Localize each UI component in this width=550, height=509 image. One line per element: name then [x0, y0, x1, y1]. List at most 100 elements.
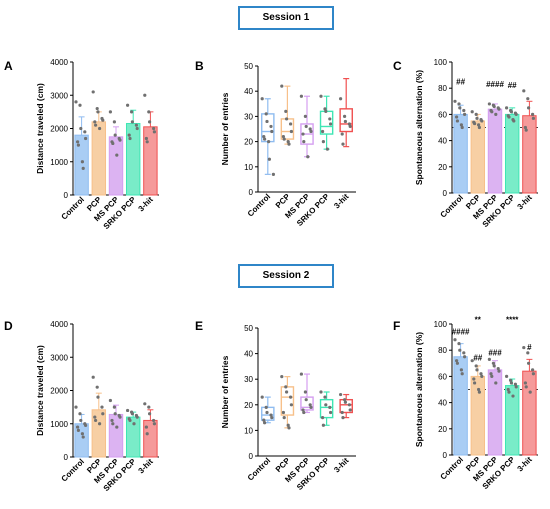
data-point	[284, 385, 288, 389]
y-axis-label: Spontaneous alternation (%)	[414, 70, 424, 185]
data-point	[80, 160, 84, 164]
data-point	[144, 425, 148, 429]
data-point	[463, 355, 467, 359]
data-point	[302, 410, 306, 415]
y-tick-label: 60	[438, 372, 447, 381]
bar	[74, 423, 89, 458]
data-point	[282, 416, 286, 420]
data-point	[325, 147, 329, 151]
data-point	[265, 119, 269, 124]
data-point	[324, 109, 328, 113]
y-tick-label: 0	[443, 189, 448, 198]
data-point	[340, 410, 344, 415]
bar	[91, 121, 107, 196]
data-point	[115, 153, 119, 157]
data-point	[281, 410, 285, 415]
data-point	[475, 368, 479, 372]
y-tick-label: 100	[434, 58, 448, 67]
bar	[504, 113, 520, 194]
data-point	[524, 128, 528, 132]
bar	[74, 134, 89, 196]
y-tick-label: 20	[438, 425, 447, 434]
data-point	[282, 137, 286, 141]
y-tick-label: 1000	[50, 158, 68, 167]
data-point	[144, 136, 148, 141]
data-point	[302, 140, 306, 144]
significance-mark: ****	[506, 316, 519, 325]
data-point	[455, 359, 459, 363]
data-point	[289, 395, 293, 399]
y-tick-label: 30	[244, 375, 253, 384]
data-point	[118, 138, 122, 142]
data-point	[304, 124, 308, 129]
data-point	[264, 112, 268, 116]
data-point	[477, 123, 481, 127]
data-point	[531, 368, 535, 372]
data-point	[127, 133, 131, 137]
data-point	[126, 408, 130, 413]
data-point	[453, 338, 457, 342]
data-point	[348, 124, 352, 129]
data-point	[130, 110, 134, 114]
data-point	[480, 374, 484, 378]
y-tick-label: 2000	[50, 125, 68, 134]
data-point	[76, 425, 80, 429]
data-point	[319, 390, 323, 394]
data-point	[474, 112, 478, 116]
data-point	[91, 90, 95, 94]
data-point	[263, 421, 267, 425]
data-point	[459, 368, 463, 372]
data-point	[76, 428, 80, 432]
data-point	[78, 412, 82, 416]
data-point	[343, 119, 347, 124]
data-point	[321, 423, 325, 427]
data-point	[343, 114, 347, 118]
data-point	[301, 408, 305, 412]
data-point	[341, 416, 345, 420]
y-tick-label: 50	[244, 324, 253, 333]
data-point	[472, 377, 476, 381]
data-point	[492, 104, 496, 109]
y-tick-label: 20	[438, 163, 447, 172]
data-point	[474, 364, 478, 368]
significance-mark: #	[527, 343, 532, 352]
data-point	[76, 140, 80, 144]
data-point	[289, 122, 293, 126]
data-point	[492, 364, 496, 368]
data-point	[96, 110, 100, 114]
data-point	[462, 351, 466, 355]
data-point	[267, 140, 271, 144]
panel-letter: E	[195, 319, 203, 333]
data-point	[152, 422, 156, 426]
data-point	[267, 157, 271, 161]
y-tick-label: 30	[244, 112, 253, 121]
data-point	[148, 120, 152, 124]
data-point	[479, 372, 483, 376]
session-1-label: Session 1	[238, 6, 334, 30]
data-point	[514, 385, 518, 389]
y-axis-label: Number of entries	[220, 355, 230, 428]
data-point	[98, 126, 102, 131]
data-point	[523, 125, 528, 130]
data-point	[339, 97, 343, 101]
data-point	[470, 110, 474, 114]
data-point	[74, 405, 78, 409]
data-point	[285, 117, 289, 121]
data-point	[93, 120, 97, 124]
data-point	[348, 408, 352, 412]
significance-mark: **	[475, 316, 482, 325]
data-point	[505, 106, 509, 110]
box	[280, 386, 295, 416]
data-point	[79, 126, 83, 131]
data-point	[487, 357, 491, 361]
data-point	[321, 129, 325, 134]
data-point	[91, 375, 95, 379]
data-point	[531, 372, 536, 376]
y-tick-label: 40	[438, 137, 447, 146]
session-2-label: Session 2	[238, 264, 334, 288]
data-point	[477, 390, 481, 394]
significance-mark: ##	[508, 81, 517, 90]
data-point	[303, 114, 307, 118]
data-point	[83, 130, 87, 134]
